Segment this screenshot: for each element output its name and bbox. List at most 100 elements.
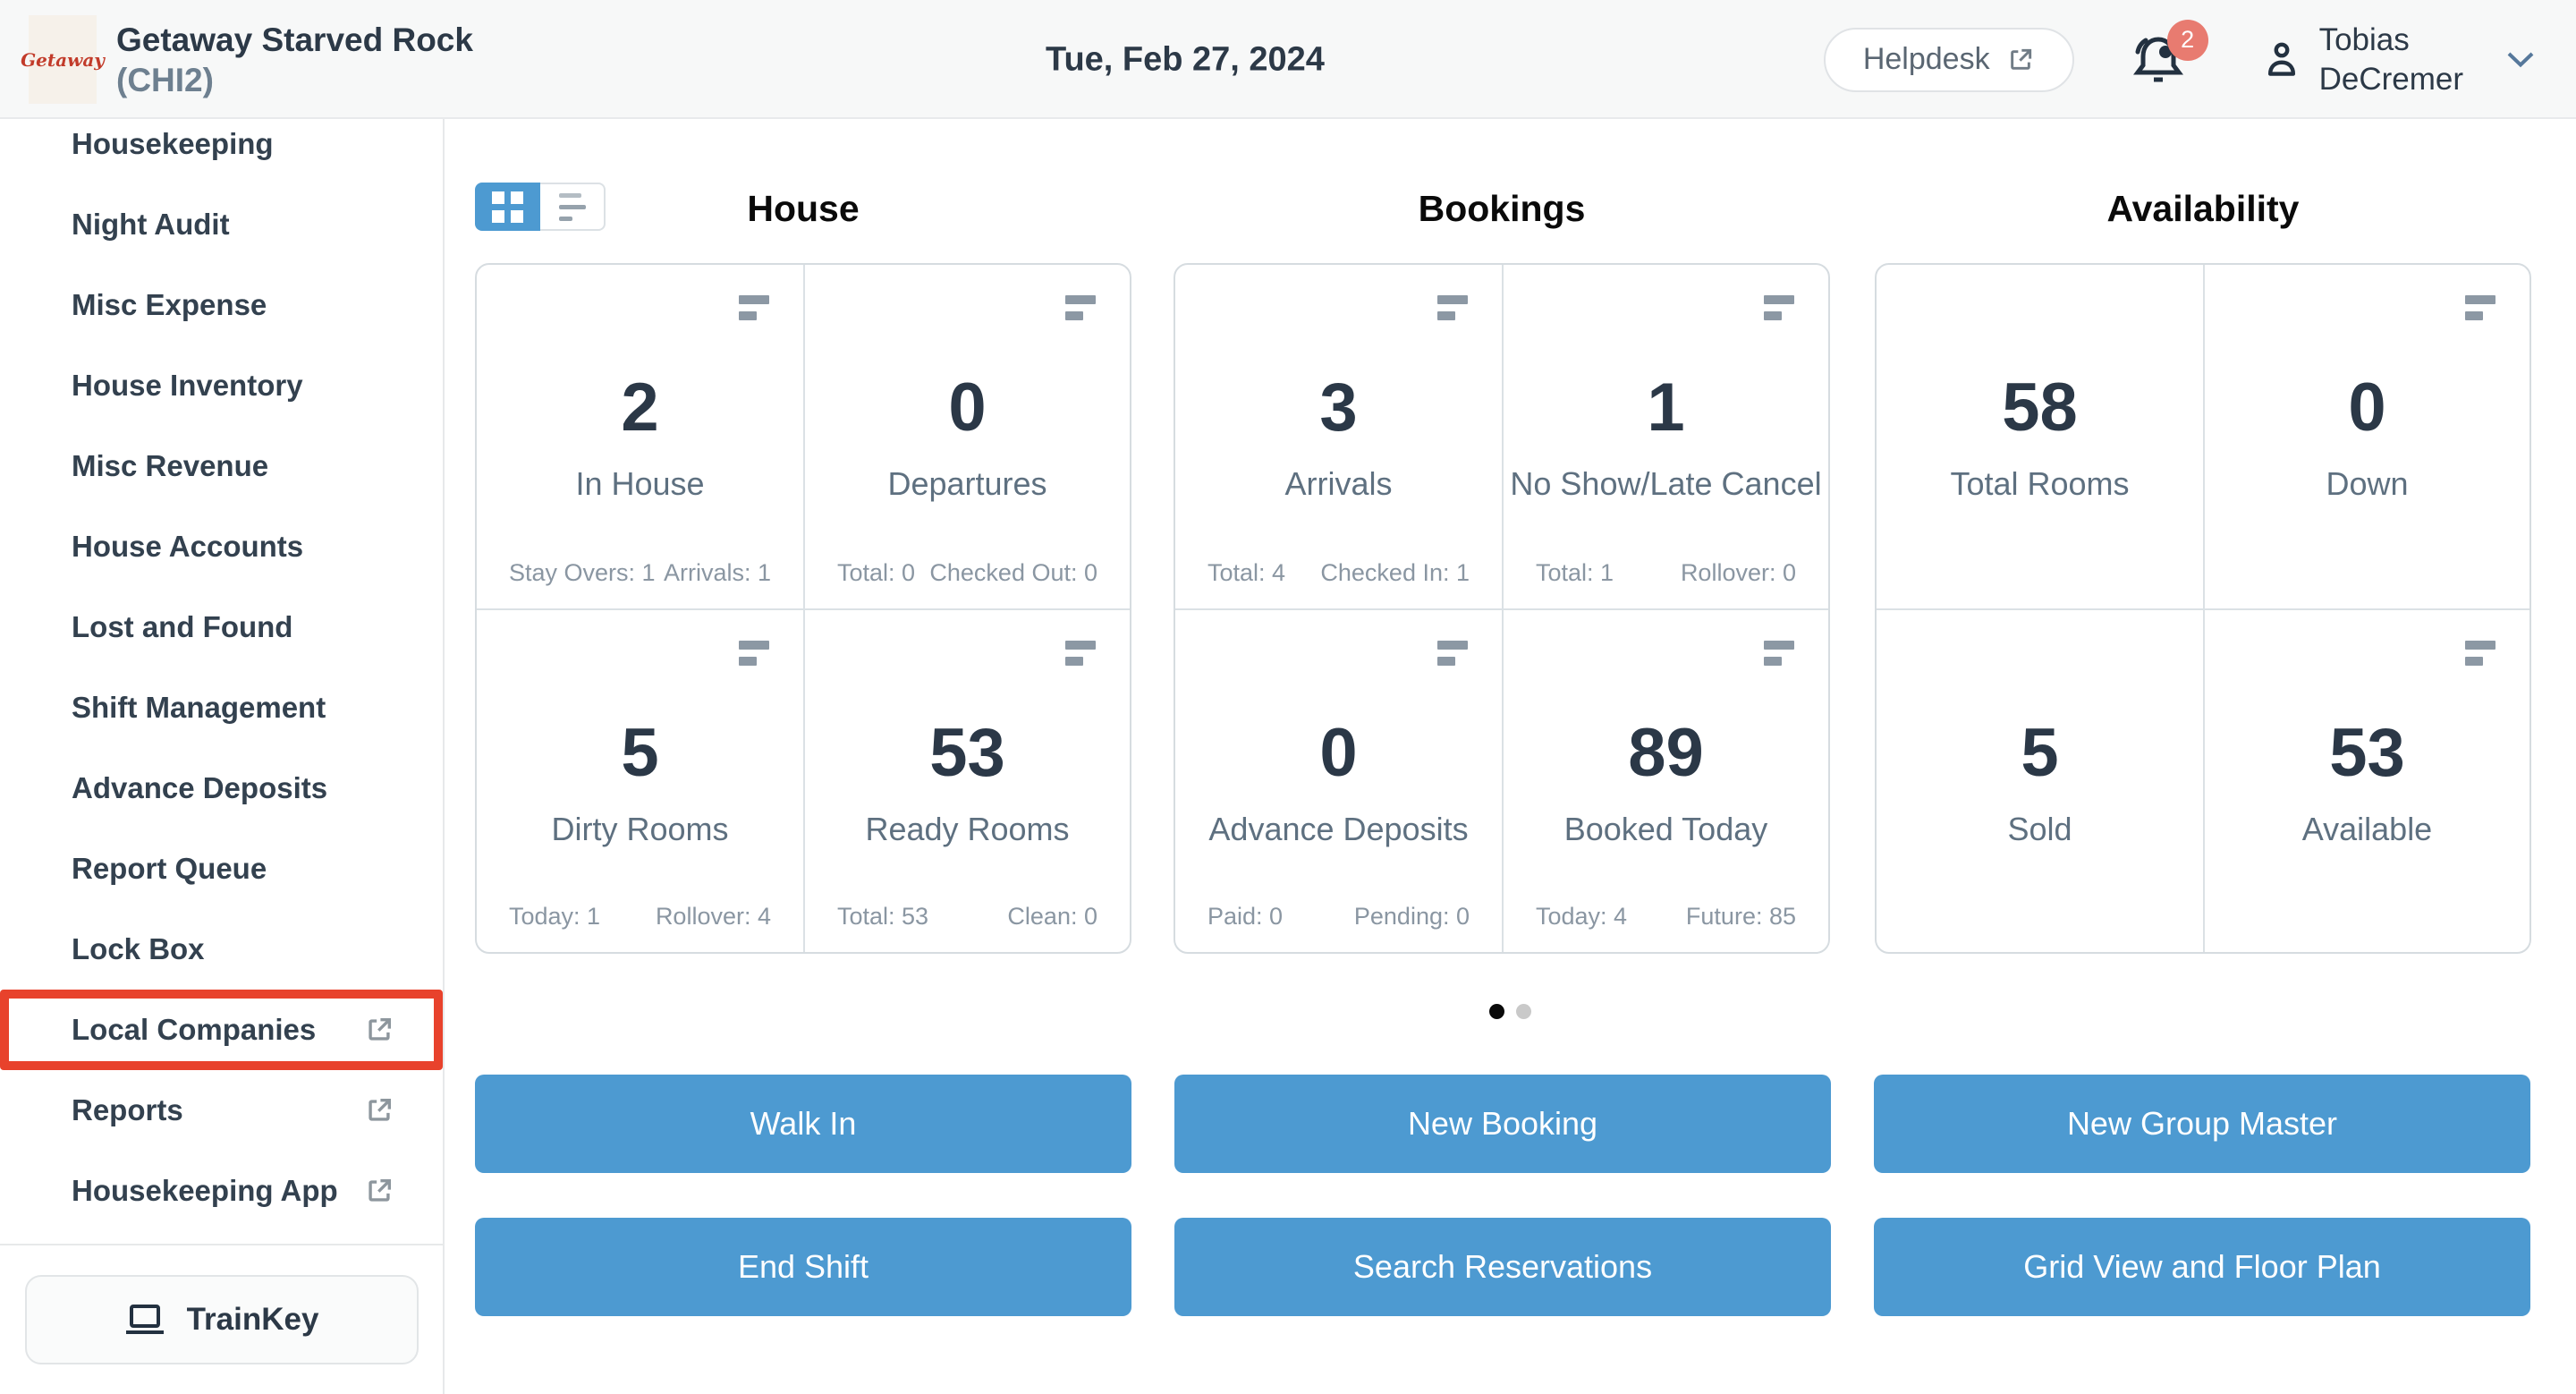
app-logo: Getaway [21,15,105,104]
sidebar-item-house-inventory[interactable]: House Inventory [0,345,443,426]
list-view-button[interactable] [540,183,606,231]
sidebar-item-housekeeping[interactable]: Housekeeping [0,104,443,184]
section-title-bookings: Bookings [1418,188,1586,229]
card-menu-icon[interactable] [2465,295,2496,320]
stat-label: Available [2301,811,2433,847]
pagination-dot-2[interactable] [1516,1004,1531,1019]
grid-view-floor-plan-button[interactable]: Grid View and Floor Plan [1874,1218,2530,1316]
stat-card-departures[interactable]: 0 Departures Total: 0 Checked Out: 0 [803,265,1130,608]
user-menu-chevron[interactable] [2506,51,2535,68]
sidebar-item-housekeeping-app[interactable]: Housekeeping App [0,1151,443,1231]
card-menu-icon[interactable] [739,641,769,666]
card-menu-icon[interactable] [1065,295,1096,320]
user-menu[interactable]: Tobias DeCremer [2262,21,2463,99]
sidebar-item-report-queue[interactable]: Report Queue [0,829,443,909]
notification-badge: 2 [2166,19,2208,61]
trainkey-label: TrainKey [186,1302,319,1337]
search-reservations-button[interactable]: Search Reservations [1174,1218,1831,1316]
stat-value: 2 [621,370,659,446]
stat-footer: Total: 53 Clean: 0 [837,903,1097,931]
stat-footer: Paid: 0 Pending: 0 [1208,903,1470,931]
view-toggle [475,183,606,231]
sidebar-item-shift-management[interactable]: Shift Management [0,667,443,748]
sidebar-item-label: House Inventory [72,369,303,402]
grid-view-button[interactable] [475,183,540,231]
stat-right: Rollover: 0 [1680,559,1796,586]
house-section: 2 In House Stay Overs: 1 Arrivals: 1 0 D… [475,263,1131,954]
stat-card-total-rooms[interactable]: 58 Total Rooms [1877,265,2203,608]
quick-actions: Walk In New Booking New Group Master End… [475,1075,2530,1316]
sidebar-item-label: Reports [72,1093,183,1126]
current-date: Tue, Feb 27, 2024 [1046,40,1325,79]
card-menu-icon[interactable] [739,295,769,320]
stat-footer: Total: 1 Rollover: 0 [1536,559,1796,587]
property-name: Getaway Starved Rock [116,21,473,58]
stat-right: Future: 85 [1685,903,1796,930]
sidebar-item-misc-expense[interactable]: Misc Expense [0,265,443,345]
helpdesk-button[interactable]: Helpdesk [1823,27,2074,92]
logo-text: Getaway [21,48,105,71]
new-booking-button[interactable]: New Booking [1174,1075,1831,1173]
sidebar-item-label: Shift Management [72,691,326,724]
sidebar-item-misc-revenue[interactable]: Misc Revenue [0,426,443,506]
stat-card-booked-today[interactable]: 89 Booked Today Today: 4 Future: 85 [1502,608,1828,952]
stat-card-available[interactable]: 53 Available [2203,608,2529,952]
stat-value: 58 [2002,370,2078,446]
stat-value: 53 [929,715,1005,791]
sidebar: Housekeeping Night Audit Misc Expense Ho… [0,119,445,1394]
stat-card-sold[interactable]: 5 Sold [1877,608,2203,952]
sidebar-item-label: Misc Expense [72,288,267,321]
stat-value: 3 [1319,370,1358,446]
card-menu-icon[interactable] [1065,641,1096,666]
sidebar-footer: TrainKey [0,1244,443,1394]
card-menu-icon[interactable] [1764,641,1794,666]
stat-value: 0 [2348,370,2386,446]
stat-card-dirty-rooms[interactable]: 5 Dirty Rooms Today: 1 Rollover: 4 [477,608,803,952]
carousel-pagination [445,1004,2576,1019]
pagination-dot-1[interactable] [1489,1004,1504,1019]
stat-value: 53 [2329,715,2405,791]
chevron-down-icon [2506,51,2535,68]
card-menu-icon[interactable] [1437,641,1468,666]
stat-right: Rollover: 4 [655,903,771,930]
end-shift-button[interactable]: End Shift [475,1218,1131,1316]
stat-card-advance-deposits[interactable]: 0 Advance Deposits Paid: 0 Pending: 0 [1175,608,1502,952]
sidebar-item-house-accounts[interactable]: House Accounts [0,506,443,587]
walk-in-button[interactable]: Walk In [475,1075,1131,1173]
stat-right: Checked In: 1 [1320,559,1470,586]
external-link-icon [364,1015,394,1045]
trainkey-button[interactable]: TrainKey [24,1275,419,1364]
external-link-icon [364,1176,394,1206]
sidebar-item-lost-and-found[interactable]: Lost and Found [0,587,443,667]
stat-card-arrivals[interactable]: 3 Arrivals Total: 4 Checked In: 1 [1175,265,1502,608]
stat-left: Paid: 0 [1208,903,1284,930]
property-code: (CHI2) [116,62,214,98]
new-group-master-button[interactable]: New Group Master [1874,1075,2530,1173]
laptop-icon [124,1303,165,1337]
sidebar-item-reports[interactable]: Reports [0,1070,443,1151]
notifications-button[interactable]: 2 [2132,19,2208,88]
card-menu-icon[interactable] [1764,295,1794,320]
stat-card-in-house[interactable]: 2 In House Stay Overs: 1 Arrivals: 1 [477,265,803,608]
stat-left: Total: 4 [1208,559,1286,586]
stat-label: In House [575,465,705,502]
sidebar-item-lock-box[interactable]: Lock Box [0,909,443,990]
stat-card-no-show-late-cancel[interactable]: 1 No Show/Late Cancel Total: 1 Rollover:… [1502,265,1828,608]
stat-value: 5 [621,715,659,791]
sidebar-item-label: Report Queue [72,852,267,885]
grid-view-icon [475,183,540,231]
card-menu-icon[interactable] [1437,295,1468,320]
sidebar-item-advance-deposits[interactable]: Advance Deposits [0,748,443,829]
sidebar-item-label: Misc Revenue [72,449,269,482]
stat-card-down[interactable]: 0 Down [2203,265,2529,608]
stat-value: 1 [1647,370,1685,446]
stat-label: Dirty Rooms [551,811,729,847]
section-title-house: House [747,188,860,229]
user-name: Tobias DeCremer [2319,21,2463,99]
stat-label: Total Rooms [1950,465,2130,502]
card-menu-icon[interactable] [2465,641,2496,666]
list-view-icon [540,183,606,231]
sidebar-item-local-companies[interactable]: Local Companies [0,990,443,1070]
sidebar-item-night-audit[interactable]: Night Audit [0,184,443,265]
stat-card-ready-rooms[interactable]: 53 Ready Rooms Total: 53 Clean: 0 [803,608,1130,952]
